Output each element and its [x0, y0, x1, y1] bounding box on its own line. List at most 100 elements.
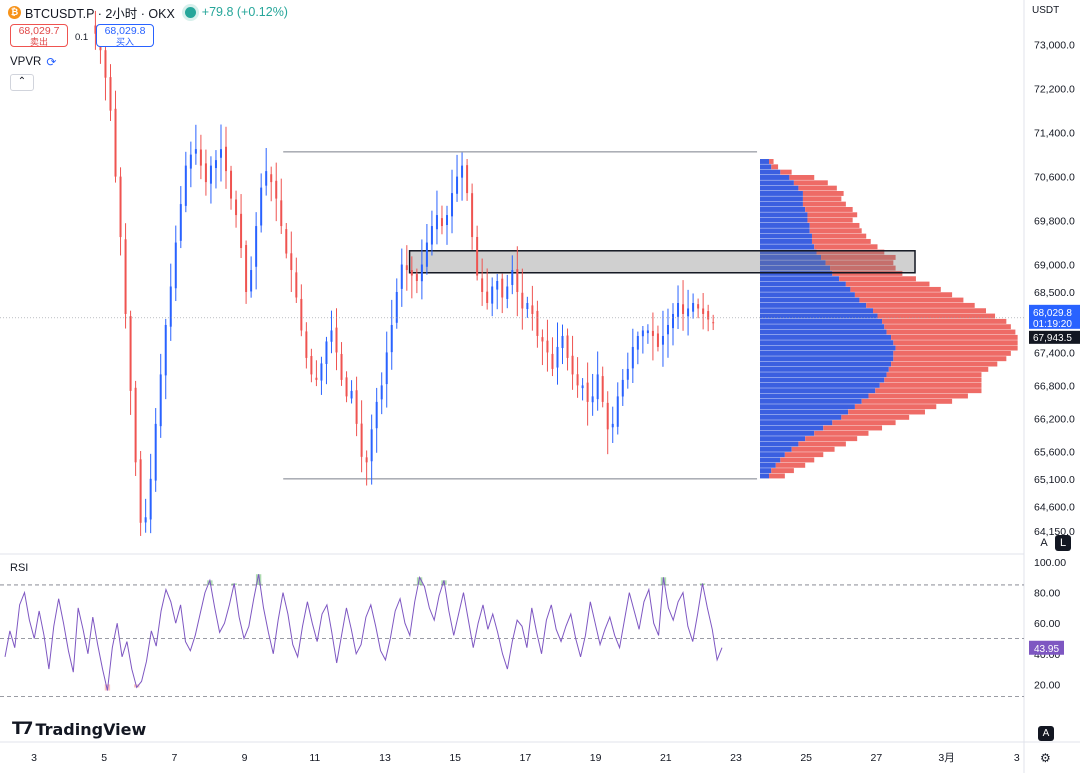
candle-body [621, 379, 624, 397]
price-change: +79.8 (+0.12%) [201, 5, 288, 19]
vp-down-bar [809, 222, 860, 228]
candle-body [491, 286, 494, 304]
vp-down-bar [895, 345, 1018, 351]
vp-up-bar [760, 297, 860, 303]
vp-up-bar [760, 276, 840, 282]
vp-down-bar [821, 254, 896, 260]
vp-up-bar [760, 238, 812, 244]
candle-body [566, 335, 569, 358]
candle-body [345, 377, 348, 397]
vp-down-bar [805, 436, 858, 442]
vp-up-bar [760, 366, 889, 372]
candle-body [189, 154, 192, 169]
vp-up-bar [760, 244, 815, 250]
prev-price-tag [1029, 330, 1080, 344]
candle-body [561, 335, 564, 349]
candle-body [707, 311, 710, 320]
vp-up-bar [760, 292, 855, 298]
date-tick-label: 23 [730, 752, 742, 764]
vp-up-bar [760, 393, 869, 399]
vp-up-bar [760, 164, 772, 170]
vp-up-bar [760, 430, 815, 436]
candle-body [340, 353, 343, 380]
candle-body [129, 316, 132, 391]
candle-body [672, 313, 675, 329]
candle-body [430, 226, 433, 245]
price-tick-label: 66,800.0 [1034, 380, 1075, 392]
buy-button[interactable]: 68,029.8 买入 [96, 24, 154, 47]
date-tick-label: 21 [660, 752, 672, 764]
candle-body [159, 374, 162, 427]
candle-body [260, 187, 263, 226]
candle-body [506, 286, 509, 299]
auto-scale-button[interactable]: A [1040, 537, 1048, 549]
candle-body [405, 265, 408, 271]
vp-down-bar [798, 185, 837, 191]
sell-button[interactable]: 68,029.7 卖出 [10, 24, 68, 47]
vp-up-bar [760, 180, 794, 186]
vp-down-bar [884, 324, 1011, 330]
vp-down-bar [769, 159, 774, 164]
refresh-icon[interactable]: ⟳ [46, 55, 57, 69]
candle-body [646, 330, 649, 334]
rsi-label: RSI [10, 562, 29, 574]
vp-down-bar [771, 468, 794, 474]
volume-profile [760, 159, 1018, 479]
candle-body [375, 401, 378, 429]
candle-body [556, 346, 559, 368]
candle-body [476, 236, 479, 276]
candle-body [626, 368, 629, 380]
vp-down-bar [802, 190, 844, 196]
candle-body [270, 174, 273, 183]
candle-body [445, 215, 448, 226]
vp-up-bar [760, 468, 772, 474]
current-price-tag [1029, 304, 1080, 329]
candle-body [636, 335, 639, 350]
logo-text: TradingView [35, 719, 147, 739]
price-tick-label: 68,500.0 [1034, 287, 1075, 299]
tradingview-logo[interactable]: 𝗧𝟳 TradingView [12, 719, 146, 739]
log-scale-button[interactable]: L [1055, 535, 1071, 551]
vp-down-bar [891, 361, 998, 367]
date-tick-label: 27 [871, 752, 883, 764]
candle-body [295, 272, 298, 298]
vp-down-bar [807, 217, 853, 223]
vp-down-bar [780, 169, 792, 175]
vp-down-bar [850, 286, 941, 292]
spread-value: 0.1 [75, 32, 89, 43]
vp-down-bar [882, 318, 1007, 324]
currency-label[interactable]: USDT [1032, 5, 1060, 16]
auto-scale-rsi-button[interactable]: A [1038, 726, 1054, 741]
tradingview-logo-icon: 𝗧𝟳 [12, 719, 33, 739]
candle-body [365, 457, 368, 463]
candle-body [184, 165, 187, 206]
date-tick-label: 17 [520, 752, 532, 764]
candle-body [305, 331, 308, 358]
bitcoin-icon: ₿ [8, 5, 21, 19]
candle-body [586, 382, 589, 402]
chevron-up-icon[interactable]: ⌃ [10, 74, 34, 91]
vp-down-bar [839, 276, 916, 282]
price-tick-label: 67,400.0 [1034, 347, 1075, 359]
candle-body [124, 239, 127, 314]
vp-up-bar [760, 254, 822, 260]
vp-up-bar [760, 324, 885, 330]
vp-down-bar [811, 238, 871, 244]
vp-up-bar [760, 265, 831, 271]
vpvr-indicator[interactable]: VPVR ⟳ [10, 55, 56, 69]
price-tick-label: 66,200.0 [1034, 413, 1075, 425]
vp-down-bar [811, 233, 867, 239]
candle-body [541, 337, 544, 342]
candle-body [591, 396, 594, 403]
price-tick-label: 65,100.0 [1034, 474, 1075, 486]
candle-body [275, 180, 278, 199]
vp-down-bar [854, 404, 937, 410]
vp-up-bar [760, 345, 896, 351]
vp-up-bar [760, 329, 887, 335]
symbol-header[interactable]: ₿ BTCUSDT.P · 2小时 · OKX +79.8 (+0.12%) [8, 3, 288, 21]
vp-up-bar [760, 308, 873, 314]
gear-icon[interactable]: ⚙ [1040, 751, 1051, 765]
candle-body [134, 387, 137, 463]
candle-body [410, 270, 413, 276]
